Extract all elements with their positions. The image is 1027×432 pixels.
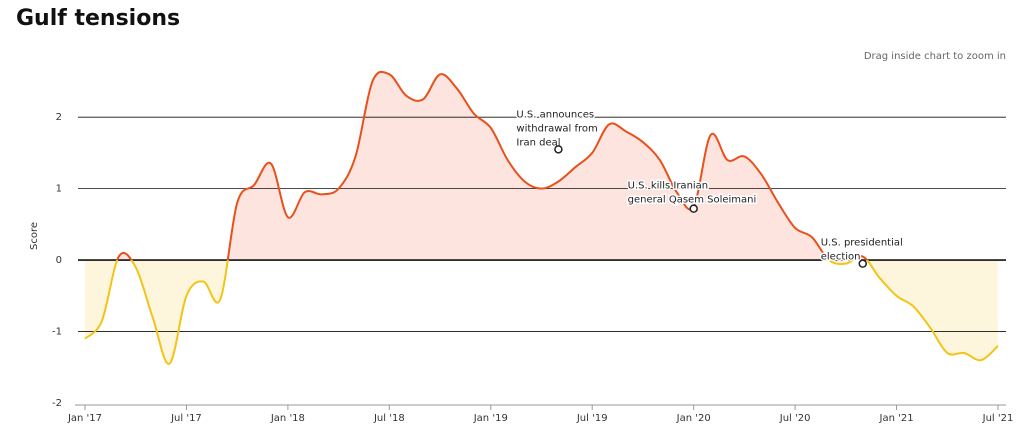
zoom-hint: Drag inside chart to zoom in [864, 51, 1006, 62]
x-tick-label: Jan '17 [67, 413, 102, 424]
annotation-text: U.S. announces [516, 109, 594, 120]
chart-title: Gulf tensions [16, 6, 180, 31]
y-tick-label: 0 [56, 255, 62, 266]
annotation-marker [858, 259, 867, 268]
annotation-text: general Qasem Soleimani [628, 195, 757, 206]
annotation-marker [689, 204, 698, 213]
annotation-marker [554, 145, 563, 154]
x-tick-label: Jul '20 [779, 413, 811, 424]
area [85, 71, 998, 364]
x-tick-label: Jan '20 [676, 413, 711, 424]
y-tick-label: 1 [56, 184, 62, 195]
x-tick-label: Jan '21 [879, 413, 914, 424]
x-tick-label: Jul '17 [170, 413, 202, 424]
annotation-text: Iran deal [516, 137, 560, 148]
annotation-text: U.S. presidential [821, 238, 903, 249]
y-tick-label: -2 [52, 398, 62, 409]
y-axis-label: Score [29, 222, 40, 250]
x-tick-label: Jul '21 [982, 413, 1014, 424]
x-tick-label: Jul '19 [576, 413, 608, 424]
x-tick-label: Jan '18 [270, 413, 305, 424]
line [84, 70, 999, 365]
annotation-text: withdrawal from [516, 123, 597, 134]
y-tick-label: 2 [56, 112, 62, 123]
annotation-text: election [821, 252, 861, 263]
annotation-text: U.S. kills Iranian [628, 181, 709, 192]
x-tick-label: Jul '18 [373, 413, 405, 424]
x-tick-label: Jan '19 [473, 413, 508, 424]
y-tick-label: -1 [52, 327, 62, 338]
